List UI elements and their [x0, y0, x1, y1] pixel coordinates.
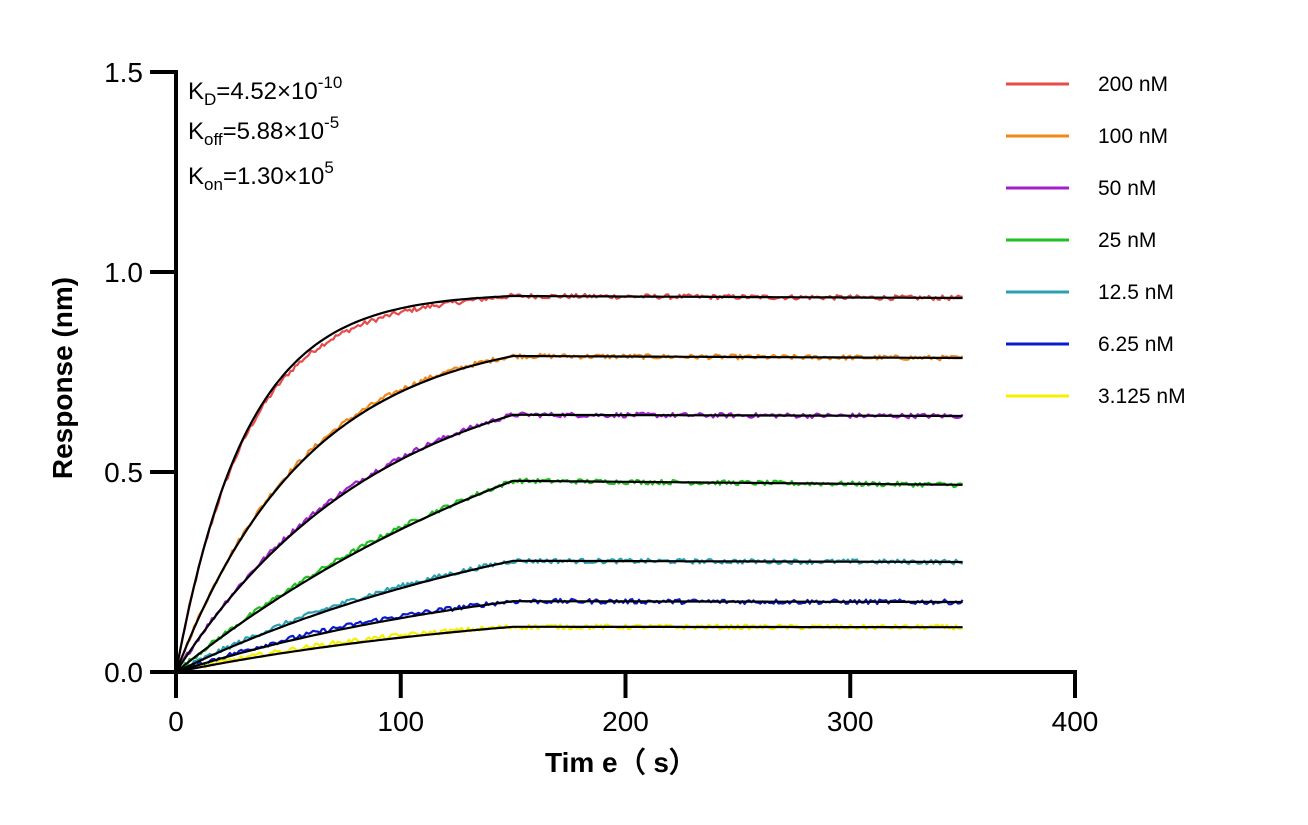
koff-exp: -5 [324, 113, 339, 132]
y-axis-title: Response (nm) [47, 277, 78, 479]
series-line [175, 623, 963, 674]
kon-value: =1.30×10 [223, 163, 324, 190]
fit-curve [174, 354, 963, 673]
y-tick-label: 0.5 [104, 457, 143, 488]
y-tick-label: 1.5 [104, 57, 143, 88]
kd-exp: -10 [318, 73, 343, 92]
kd-main: K [188, 78, 204, 105]
fit-curve [175, 479, 963, 673]
legend-label: 200 nM [1098, 73, 1168, 96]
fit-curve [175, 625, 963, 674]
x-tick-label: 400 [1052, 706, 1099, 737]
legend-label: 25 nM [1098, 229, 1156, 252]
kd-annotation: KD=4.52×10-10 [188, 73, 342, 109]
fit-curve [174, 294, 963, 673]
kinetic-constants: KD=4.52×10-10 Koff=5.88×10-5 Kon=1.30×10… [188, 73, 342, 194]
legend-label: 12.5 nM [1098, 281, 1174, 304]
series-line [175, 597, 964, 674]
x-tick-label: 200 [602, 706, 649, 737]
kd-value: =4.52×10 [216, 78, 317, 105]
series-line [175, 477, 963, 673]
koff-sub: off [204, 130, 223, 149]
legend-label: 100 nM [1098, 125, 1168, 148]
x-axis-title: Tim e（ s） [545, 746, 697, 778]
y-tick-label: 0.0 [104, 657, 143, 688]
fit-curve [175, 413, 963, 673]
koff-value: =5.88×10 [223, 118, 324, 145]
kon-main: K [188, 163, 204, 190]
legend-label: 6.25 nM [1098, 333, 1174, 356]
fit-curves [174, 294, 963, 674]
fit-curve [175, 559, 963, 673]
series-line [175, 557, 964, 673]
kon-exp: 5 [324, 158, 333, 177]
fit-curve [175, 600, 963, 674]
x-tick-label: 300 [827, 706, 874, 737]
legend-label: 3.125 nM [1098, 385, 1186, 408]
kon-annotation: Kon=1.30×105 [188, 158, 334, 194]
kon-sub: on [204, 175, 223, 194]
y-ticks: 0.0 0.5 1.0 1.5 [104, 57, 176, 688]
koff-annotation: Koff=5.88×10-5 [188, 113, 339, 149]
kd-sub: D [204, 90, 216, 109]
y-tick-label: 1.0 [104, 257, 143, 288]
koff-main: K [188, 118, 204, 145]
series-line [174, 352, 964, 673]
series-line [175, 411, 964, 673]
x-ticks: 0 100 200 300 400 [168, 672, 1098, 737]
legend-label: 50 nM [1098, 177, 1156, 200]
x-tick-label: 100 [377, 706, 424, 737]
x-tick-label: 0 [168, 706, 184, 737]
legend: 200 nM 100 nM 50 nM 25 nM 12.5 nM 6.25 nM 3.12… [1006, 73, 1186, 408]
